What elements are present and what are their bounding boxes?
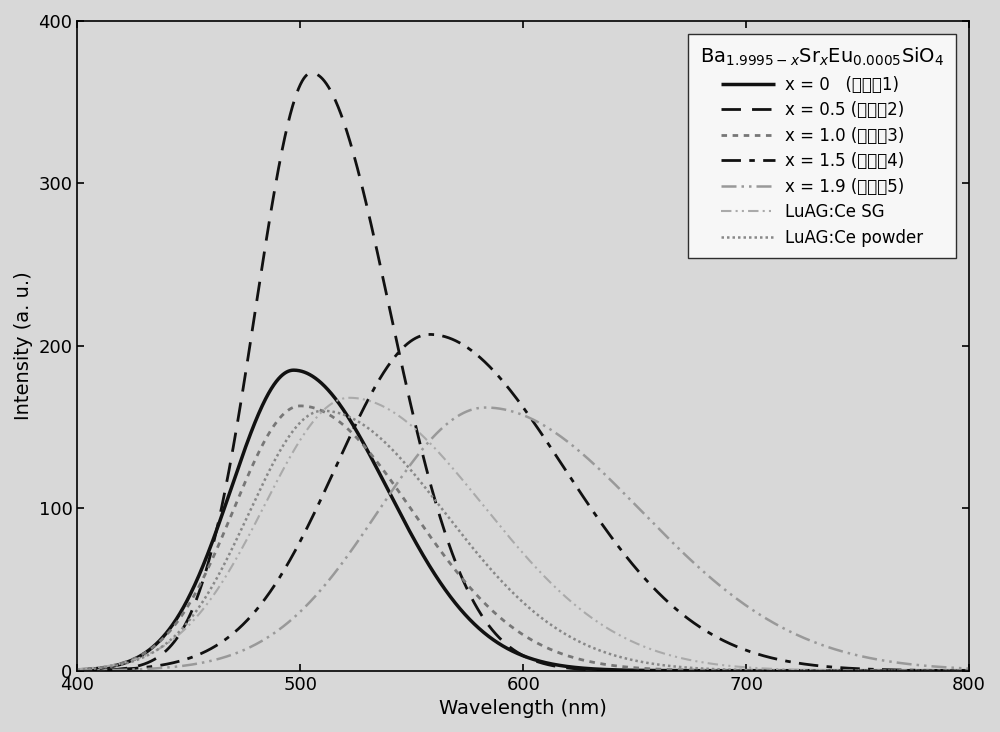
x = 0.5 (实施例2) [963, 666, 975, 675]
x = 1.5 (实施例4) [413, 332, 425, 341]
x = 1.0 (实施例3) [173, 615, 185, 624]
x = 0   (实施例1) [963, 666, 975, 675]
Y-axis label: Intensity (a. u.): Intensity (a. u.) [14, 272, 33, 420]
x = 0.5 (实施例2) [946, 666, 958, 675]
x = 0   (实施例1) [226, 482, 238, 490]
LuAG:Ce powder [173, 627, 185, 636]
x = 1.9 (实施例5) [963, 664, 975, 673]
x = 0.5 (实施例2) [414, 438, 426, 447]
Line: x = 1.5 (实施例4): x = 1.5 (实施例4) [77, 335, 969, 671]
x = 1.0 (实施例3) [963, 666, 975, 675]
x = 1.5 (实施例4) [71, 666, 83, 675]
Line: LuAG:Ce powder: LuAG:Ce powder [77, 411, 969, 671]
x = 0.5 (实施例2) [226, 450, 238, 459]
x = 0.5 (实施例2) [71, 666, 83, 675]
LuAG:Ce SG [963, 666, 975, 675]
x = 1.9 (实施例5) [71, 666, 83, 675]
x = 1.5 (实施例4) [424, 330, 436, 339]
x = 1.5 (实施例4) [173, 657, 185, 665]
x = 1.5 (实施例4) [226, 630, 238, 639]
x = 0   (实施例1) [173, 610, 185, 619]
LuAG:Ce SG [226, 561, 238, 570]
x = 0   (实施例1) [946, 666, 958, 675]
Line: LuAG:Ce SG: LuAG:Ce SG [77, 397, 969, 671]
LuAG:Ce SG [946, 666, 958, 675]
LuAG:Ce SG [71, 665, 83, 673]
x = 1.0 (实施例3) [71, 665, 83, 674]
LuAG:Ce powder [452, 526, 464, 534]
Line: x = 1.0 (实施例3): x = 1.0 (实施例3) [77, 406, 969, 671]
LuAG:Ce powder [414, 477, 426, 485]
x = 0.5 (实施例2) [850, 666, 862, 675]
x = 1.0 (实施例3) [294, 402, 306, 411]
x = 1.9 (实施例5) [413, 449, 425, 458]
LuAG:Ce SG [414, 428, 426, 437]
x = 1.9 (实施例5) [452, 411, 464, 420]
x = 1.9 (实施例5) [479, 403, 491, 412]
LuAG:Ce SG [850, 666, 862, 675]
LuAG:Ce SG [343, 393, 355, 402]
x = 1.9 (实施例5) [173, 662, 185, 671]
LuAG:Ce SG [452, 471, 464, 479]
x = 0   (实施例1) [850, 666, 862, 675]
x = 0   (实施例1) [414, 545, 426, 553]
Line: x = 0.5 (实施例2): x = 0.5 (实施例2) [77, 73, 969, 671]
x = 0.5 (实施例2) [173, 631, 185, 640]
x = 1.5 (实施例4) [452, 337, 464, 346]
x = 1.0 (实施例3) [414, 517, 426, 526]
LuAG:Ce powder [71, 665, 83, 674]
x = 0.5 (实施例2) [452, 564, 464, 573]
LuAG:Ce powder [226, 545, 238, 553]
x = 0   (实施例1) [71, 665, 83, 674]
x = 1.9 (实施例5) [850, 651, 862, 660]
x = 1.9 (实施例5) [946, 663, 958, 672]
LuAG:Ce powder [850, 666, 862, 675]
x = 1.0 (实施例3) [452, 569, 464, 578]
x = 1.5 (实施例4) [850, 664, 862, 673]
x = 0   (实施例1) [288, 366, 300, 375]
x = 1.0 (实施例3) [946, 666, 958, 675]
Line: x = 1.9 (实施例5): x = 1.9 (实施例5) [77, 408, 969, 671]
x = 1.0 (实施例3) [850, 666, 862, 675]
x = 0   (实施例1) [452, 602, 464, 611]
LuAG:Ce powder [963, 666, 975, 675]
Line: x = 0   (实施例1): x = 0 (实施例1) [77, 370, 969, 671]
X-axis label: Wavelength (nm): Wavelength (nm) [439, 699, 607, 718]
x = 1.0 (实施例3) [226, 509, 238, 518]
Legend: x = 0   (实施例1), x = 0.5 (实施例2), x = 1.0 (实施例3), x = 1.5 (实施例4), x = 1.9 (实施例5), : x = 0 (实施例1), x = 0.5 (实施例2), x = 1.0 (实… [688, 34, 956, 258]
x = 0.5 (实施例2) [305, 69, 317, 78]
x = 1.5 (实施例4) [946, 666, 958, 675]
LuAG:Ce powder [946, 666, 958, 675]
x = 1.5 (实施例4) [963, 666, 975, 675]
x = 1.9 (实施例5) [226, 650, 238, 659]
LuAG:Ce powder [317, 406, 329, 415]
LuAG:Ce SG [173, 630, 185, 639]
